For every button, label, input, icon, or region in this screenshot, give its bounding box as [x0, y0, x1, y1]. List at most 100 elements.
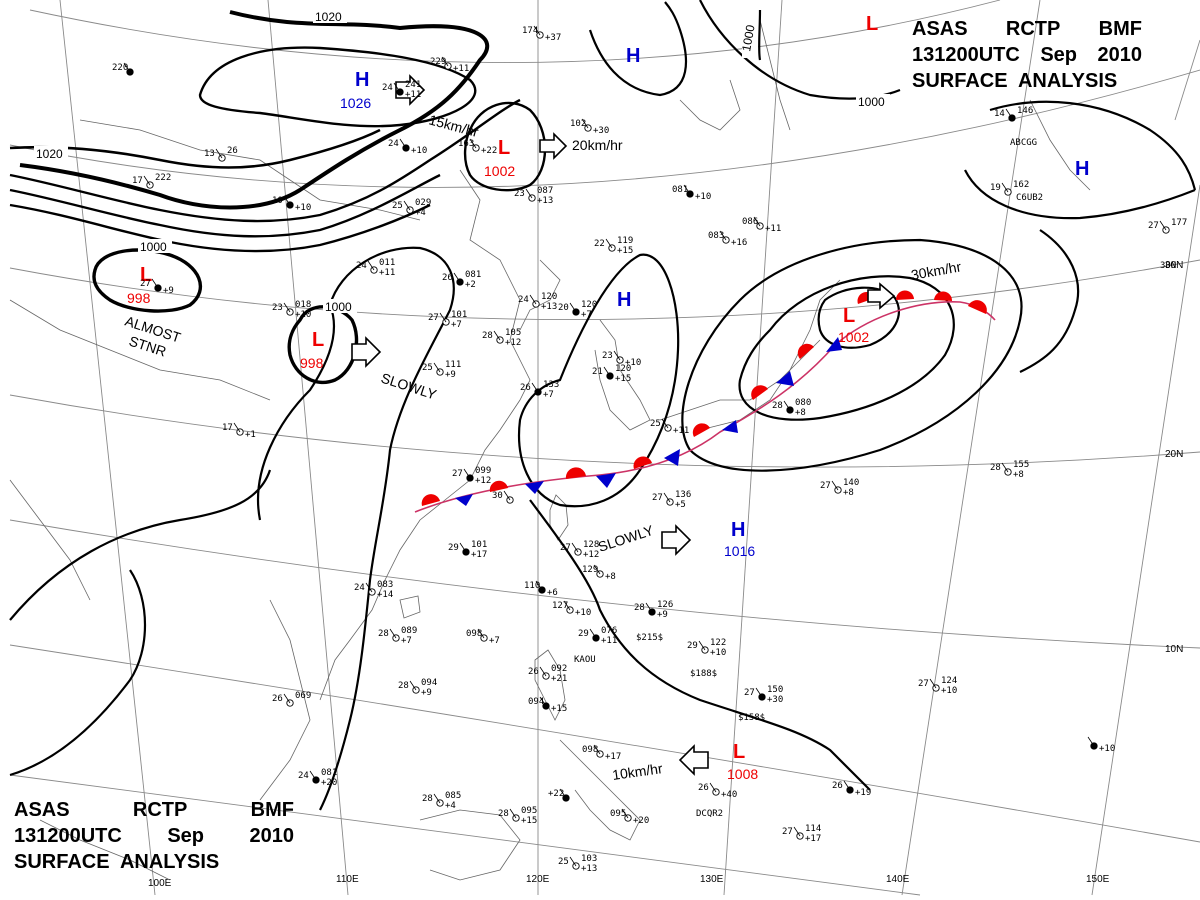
isobar-1020-label-line [9, 128, 381, 169]
wind-barb [793, 826, 801, 837]
station-plot: +22 [548, 788, 570, 802]
station-plot: 25 111+9 [422, 360, 461, 380]
station-pressure: 099 [475, 466, 491, 476]
station-tendency: +9 [657, 610, 668, 620]
wind-barb [539, 666, 547, 677]
isobar-labels: 1020 1020 1000 1000 1000 1000 [34, 9, 890, 314]
title-station-bottom: RCTP [132, 799, 188, 821]
station-tendency: +11 [453, 64, 469, 74]
coast-borneo [419, 809, 521, 881]
wind-barb [389, 628, 397, 639]
isobar-japan-low-1002 [817, 286, 900, 349]
station-temperature: 13 [204, 149, 215, 159]
station-pressure: 095 [521, 806, 537, 816]
station-plot: 095 +20 [610, 808, 649, 826]
station-plot: 28 126+9 [634, 600, 673, 620]
wind-barb [459, 542, 467, 553]
coast-philippines-south [559, 739, 641, 841]
station-temperature: 127 [552, 601, 568, 611]
station-plot: 27 101+7 [428, 310, 467, 330]
station-temperature: 27 [820, 481, 831, 491]
wind-barb [719, 230, 727, 241]
station-plot: 30 [492, 490, 514, 504]
arrow-low-1002-n [539, 132, 568, 160]
station-plot: 29 122+10 [687, 638, 726, 658]
isobar-japan-low-mid [738, 275, 955, 421]
isobar-hp-1026 [198, 46, 477, 128]
wind-barb [493, 330, 501, 341]
station-plot: 21 120+15 [592, 364, 631, 384]
arrow-japan-low [867, 282, 896, 310]
motion-arrows [351, 74, 896, 776]
coast-kamchatka [1029, 99, 1091, 191]
front-cold-symbols [455, 337, 842, 506]
station-temperature: 27 [918, 679, 929, 689]
station-plot: 174 +37 [522, 25, 561, 43]
isobar-1000-rim [256, 246, 455, 811]
isobar-label-1000-ne: 1000 [858, 95, 885, 109]
wind-barb [698, 640, 706, 651]
station-temperature: 10 [272, 196, 283, 206]
wind-barb [283, 302, 291, 313]
station-temperature: 28 [398, 681, 409, 691]
station-temperature: 27 [452, 469, 463, 479]
lon-label-110e: 110E [336, 874, 359, 885]
station-plot: 081 +10 [672, 184, 711, 202]
parallel-50n [29, 0, 1001, 64]
station-tendency: +10 [295, 310, 311, 320]
station-plot: 24 083+14 [354, 580, 393, 600]
station-temperature: 14 [994, 109, 1005, 119]
station-temperature: 28 [772, 401, 783, 411]
front-warm-symbols [421, 290, 987, 506]
station-pressure: 136 [675, 490, 691, 500]
station-plot: 24 +10 [388, 138, 427, 156]
wind-barb [569, 856, 577, 867]
station-plot: 27 114+17 [782, 824, 821, 844]
station-plot: 23 018+10 [272, 300, 311, 320]
station-plot: 27 140+8 [820, 478, 859, 498]
isobar-central-h [518, 253, 680, 508]
coast-kyushu [659, 339, 821, 421]
title-product: BMF [1098, 18, 1142, 40]
station-temperature: 081 [672, 185, 688, 195]
wind-barb [581, 118, 589, 129]
station-tendency: +13 [541, 302, 557, 312]
station-temperature: 086 [742, 217, 758, 227]
station-temperature: 30 [492, 491, 503, 501]
isobar-label-1000-w: 1000 [140, 240, 167, 254]
station-temperature: 28 [378, 629, 389, 639]
station-tendency: +11 [765, 224, 781, 234]
station-tendency: +10 [1099, 744, 1115, 754]
high-1016-value: 1016 [724, 543, 755, 559]
wind-barb [215, 148, 223, 159]
station-temperature: 24 [356, 261, 367, 271]
station-plot: 20 120+7 [558, 300, 597, 320]
pressure-systems: H 1026 L 1002 L 998 L 998 H H L 1002 H H… [127, 13, 1089, 782]
coastlines [9, 19, 1091, 881]
station-plot: 19 162 [990, 180, 1029, 196]
wind-barb [463, 468, 471, 479]
meridian-upper-right [1174, 39, 1200, 121]
isobar-east-h [964, 100, 1197, 220]
lat-label-10n: 10N [1165, 644, 1183, 655]
high-north-letter: H [626, 45, 640, 67]
low-japan-value: 1002 [838, 329, 869, 345]
wind-barb [1001, 462, 1009, 473]
wind-barb [831, 480, 839, 491]
station-plot: 24 081+20 [298, 768, 337, 788]
station-plot: 27 136+5 [652, 490, 691, 510]
high-1016-letter: H [731, 519, 745, 541]
station-pressure: 081 [321, 768, 337, 778]
wind-barb [661, 418, 669, 429]
station-plot: 26 +40 [698, 782, 737, 800]
station-temperature: 129 [582, 565, 598, 575]
station-pressure: 119 [617, 236, 633, 246]
station-tendency: +22 [481, 146, 497, 156]
station-plot: 110 +6 [524, 580, 558, 598]
station-tendency: +11 [405, 90, 421, 100]
station-pressure: 089 [401, 626, 417, 636]
title-row-3-bottom: SURFACE ANALYSIS [14, 851, 220, 873]
station-plot: 28 089+7 [378, 626, 417, 646]
wind-barb [603, 366, 611, 377]
station-tendency: +2 [465, 280, 476, 290]
